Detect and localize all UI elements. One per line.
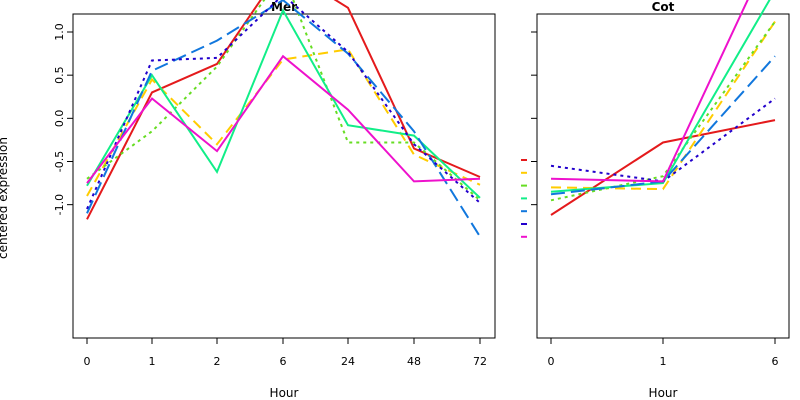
x-tick-label: 72 [473, 355, 487, 368]
x-axis-title-mer: Hour [270, 386, 299, 400]
x-tick-label: 6 [280, 355, 287, 368]
x-tick-label: 1 [660, 355, 667, 368]
x-axis-title-cot: Hour [649, 386, 678, 400]
y-tick-label: 0.5 [53, 66, 66, 84]
legend [521, 159, 527, 238]
panel-title-mer: Mer [271, 0, 297, 14]
y-tick-label: -1.0 [53, 194, 66, 215]
series-line-cot-5 [550, 55, 776, 196]
series-line-mer-6 [86, 0, 481, 210]
series-line-mer-4 [86, 8, 481, 199]
x-tick-label: 2 [214, 355, 221, 368]
x-tick-label: 24 [341, 355, 355, 368]
y-tick-label: 1.0 [53, 23, 66, 41]
series-line-cot-7 [550, 0, 749, 183]
x-axis-cot: 0 1 6 [548, 338, 779, 368]
series-line-cot-4 [550, 0, 771, 193]
series-line-mer-7 [86, 54, 481, 184]
series-line-mer-3 [86, 0, 481, 202]
series-line-cot-6 [550, 97, 776, 183]
series-group-cot [550, 0, 776, 216]
y-axis-mer: -1.0-0.50.00.51.01.52.0 [53, 23, 73, 215]
y-axis-cot [531, 31, 537, 206]
series-line-mer-5 [86, 0, 481, 238]
x-tick-label: 0 [84, 355, 91, 368]
series-line-mer-2 [86, 48, 481, 197]
series-line-cot-3 [550, 21, 776, 202]
panel-cot: Cot 0 1 6 Hour [531, 0, 790, 400]
series-group-mer [86, 0, 481, 238]
plot-frame-mer [72, 13, 496, 339]
panel-title-cot: Cot [652, 0, 675, 14]
x-tick-label: 1 [149, 355, 156, 368]
x-tick-label: 48 [407, 355, 421, 368]
y-tick-label: 0.0 [53, 110, 66, 128]
series-line-cot-1 [550, 119, 776, 216]
series-line-mer-1 [86, 0, 481, 220]
y-axis-title: centered expression [0, 137, 10, 259]
x-axis-mer: 0 1 2 6 24 48 72 [84, 338, 487, 368]
y-tick-label: -0.5 [53, 151, 66, 172]
x-tick-label: 0 [548, 355, 555, 368]
x-tick-label: 6 [772, 355, 779, 368]
